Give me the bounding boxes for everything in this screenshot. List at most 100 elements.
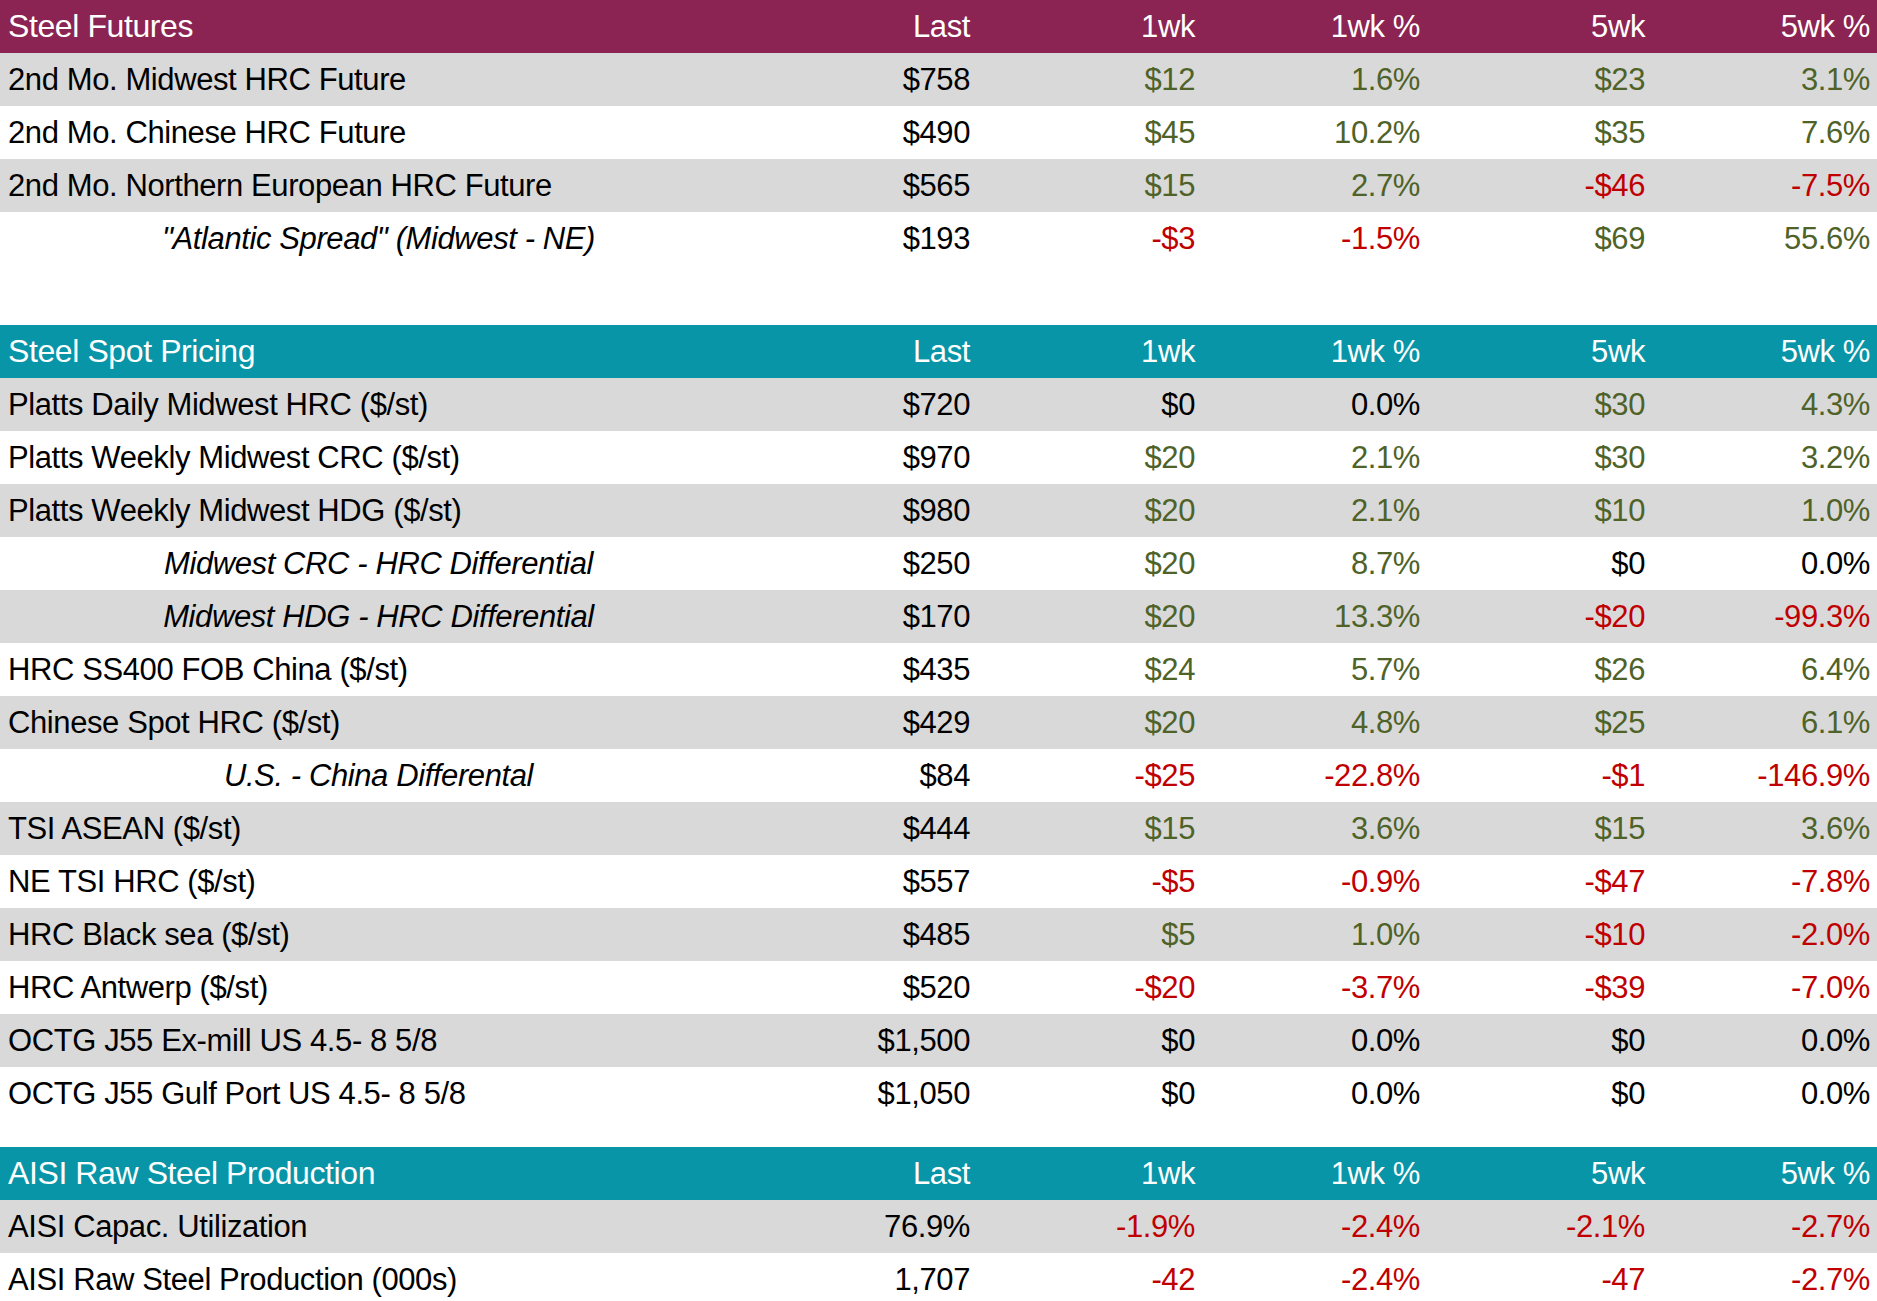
cell-5wk: -$46 — [1432, 168, 1657, 204]
row-label: Chinese Spot HRC ($/st) — [0, 705, 757, 741]
cell-5wk-pct: 3.2% — [1657, 440, 1877, 476]
cell-5wk-pct: -99.3% — [1657, 599, 1877, 635]
table-row: Midwest HDG - HRC Differential $170 $20 … — [0, 590, 1877, 643]
col-header-5wk: 5wk — [1432, 9, 1657, 45]
cell-1wk: $0 — [982, 1023, 1207, 1059]
cell-1wk: $20 — [982, 599, 1207, 635]
table-row: HRC Black sea ($/st) $485 $5 1.0% -$10 -… — [0, 908, 1877, 961]
cell-1wk: $45 — [982, 115, 1207, 151]
cell-last: 1,707 — [757, 1262, 982, 1298]
cell-1wk-pct: -3.7% — [1207, 970, 1432, 1006]
row-label: Midwest CRC - HRC Differential — [0, 546, 757, 582]
section-rows: Platts Daily Midwest HRC ($/st) $720 $0 … — [0, 378, 1877, 1120]
cell-1wk: $20 — [982, 493, 1207, 529]
cell-1wk-pct: 2.1% — [1207, 493, 1432, 529]
cell-1wk-pct: 5.7% — [1207, 652, 1432, 688]
cell-5wk: $26 — [1432, 652, 1657, 688]
cell-5wk-pct: 0.0% — [1657, 1076, 1877, 1112]
table-row: Platts Weekly Midwest CRC ($/st) $970 $2… — [0, 431, 1877, 484]
col-header-5wk-pct: 5wk % — [1657, 334, 1877, 370]
cell-5wk: $0 — [1432, 1076, 1657, 1112]
col-header-5wk: 5wk — [1432, 1156, 1657, 1192]
cell-5wk-pct: -2.7% — [1657, 1209, 1877, 1245]
row-label: AISI Raw Steel Production (000s) — [0, 1262, 757, 1298]
cell-5wk-pct: 0.0% — [1657, 546, 1877, 582]
cell-5wk-pct: 55.6% — [1657, 221, 1877, 257]
cell-1wk: $24 — [982, 652, 1207, 688]
cell-last: $250 — [757, 546, 982, 582]
cell-last: $520 — [757, 970, 982, 1006]
row-label: 2nd Mo. Northern European HRC Future — [0, 168, 757, 204]
row-label: NE TSI HRC ($/st) — [0, 864, 757, 900]
table-row: OCTG J55 Ex-mill US 4.5- 8 5/8 $1,500 $0… — [0, 1014, 1877, 1067]
cell-5wk: $30 — [1432, 387, 1657, 423]
cell-5wk: $15 — [1432, 811, 1657, 847]
cell-5wk: -$10 — [1432, 917, 1657, 953]
cell-1wk-pct: 3.6% — [1207, 811, 1432, 847]
col-header-5wk-pct: 5wk % — [1657, 9, 1877, 45]
row-label: OCTG J55 Ex-mill US 4.5- 8 5/8 — [0, 1023, 757, 1059]
cell-5wk-pct: 3.6% — [1657, 811, 1877, 847]
cell-1wk-pct: 8.7% — [1207, 546, 1432, 582]
cell-5wk: $10 — [1432, 493, 1657, 529]
col-header-5wk: 5wk — [1432, 334, 1657, 370]
cell-1wk-pct: -2.4% — [1207, 1262, 1432, 1298]
table-row: Platts Weekly Midwest HDG ($/st) $980 $2… — [0, 484, 1877, 537]
cell-last: $565 — [757, 168, 982, 204]
col-header-1wk-pct: 1wk % — [1207, 9, 1432, 45]
table-row: HRC SS400 FOB China ($/st) $435 $24 5.7%… — [0, 643, 1877, 696]
cell-last: $1,050 — [757, 1076, 982, 1112]
cell-5wk: $23 — [1432, 62, 1657, 98]
cell-1wk-pct: -22.8% — [1207, 758, 1432, 794]
cell-5wk-pct: 1.0% — [1657, 493, 1877, 529]
row-label: Platts Daily Midwest HRC ($/st) — [0, 387, 757, 423]
cell-1wk-pct: -2.4% — [1207, 1209, 1432, 1245]
cell-1wk: $15 — [982, 811, 1207, 847]
cell-5wk-pct: 6.4% — [1657, 652, 1877, 688]
cell-last: $1,500 — [757, 1023, 982, 1059]
cell-5wk: $25 — [1432, 705, 1657, 741]
cell-5wk: -$39 — [1432, 970, 1657, 1006]
cell-1wk: $0 — [982, 387, 1207, 423]
cell-5wk: -$1 — [1432, 758, 1657, 794]
cell-last: $170 — [757, 599, 982, 635]
cell-last: $435 — [757, 652, 982, 688]
cell-last: $490 — [757, 115, 982, 151]
table-row: 2nd Mo. Northern European HRC Future $56… — [0, 159, 1877, 212]
price-section: AISI Raw Steel Production Last 1wk 1wk %… — [0, 1147, 1877, 1301]
cell-1wk: -$5 — [982, 864, 1207, 900]
cell-1wk-pct: 2.7% — [1207, 168, 1432, 204]
table-row: NE TSI HRC ($/st) $557 -$5 -0.9% -$47 -7… — [0, 855, 1877, 908]
cell-last: $84 — [757, 758, 982, 794]
price-section: Steel Futures Last 1wk 1wk % 5wk 5wk % 2… — [0, 0, 1877, 265]
cell-5wk-pct: -7.5% — [1657, 168, 1877, 204]
table-row: Chinese Spot HRC ($/st) $429 $20 4.8% $2… — [0, 696, 1877, 749]
row-label: 2nd Mo. Chinese HRC Future — [0, 115, 757, 151]
section-title: Steel Spot Pricing — [0, 333, 757, 370]
cell-1wk: $20 — [982, 440, 1207, 476]
cell-1wk: $15 — [982, 168, 1207, 204]
cell-5wk: -47 — [1432, 1262, 1657, 1298]
cell-5wk-pct: -2.7% — [1657, 1262, 1877, 1298]
cell-last: $429 — [757, 705, 982, 741]
col-header-1wk-pct: 1wk % — [1207, 1156, 1432, 1192]
table-row: Platts Daily Midwest HRC ($/st) $720 $0 … — [0, 378, 1877, 431]
row-label: TSI ASEAN ($/st) — [0, 811, 757, 847]
cell-last: $193 — [757, 221, 982, 257]
cell-last: 76.9% — [757, 1209, 982, 1245]
cell-1wk-pct: 0.0% — [1207, 1023, 1432, 1059]
cell-1wk-pct: 4.8% — [1207, 705, 1432, 741]
cell-1wk-pct: 1.6% — [1207, 62, 1432, 98]
cell-1wk: -42 — [982, 1262, 1207, 1298]
table-row: HRC Antwerp ($/st) $520 -$20 -3.7% -$39 … — [0, 961, 1877, 1014]
col-header-last: Last — [757, 334, 982, 370]
table-row: U.S. - China Differental $84 -$25 -22.8%… — [0, 749, 1877, 802]
cell-1wk: $20 — [982, 546, 1207, 582]
col-header-1wk: 1wk — [982, 9, 1207, 45]
cell-5wk: $0 — [1432, 1023, 1657, 1059]
table-row: TSI ASEAN ($/st) $444 $15 3.6% $15 3.6% — [0, 802, 1877, 855]
table-row: AISI Raw Steel Production (000s) 1,707 -… — [0, 1253, 1877, 1301]
cell-5wk: $30 — [1432, 440, 1657, 476]
col-header-5wk-pct: 5wk % — [1657, 1156, 1877, 1192]
cell-1wk-pct: -1.5% — [1207, 221, 1432, 257]
